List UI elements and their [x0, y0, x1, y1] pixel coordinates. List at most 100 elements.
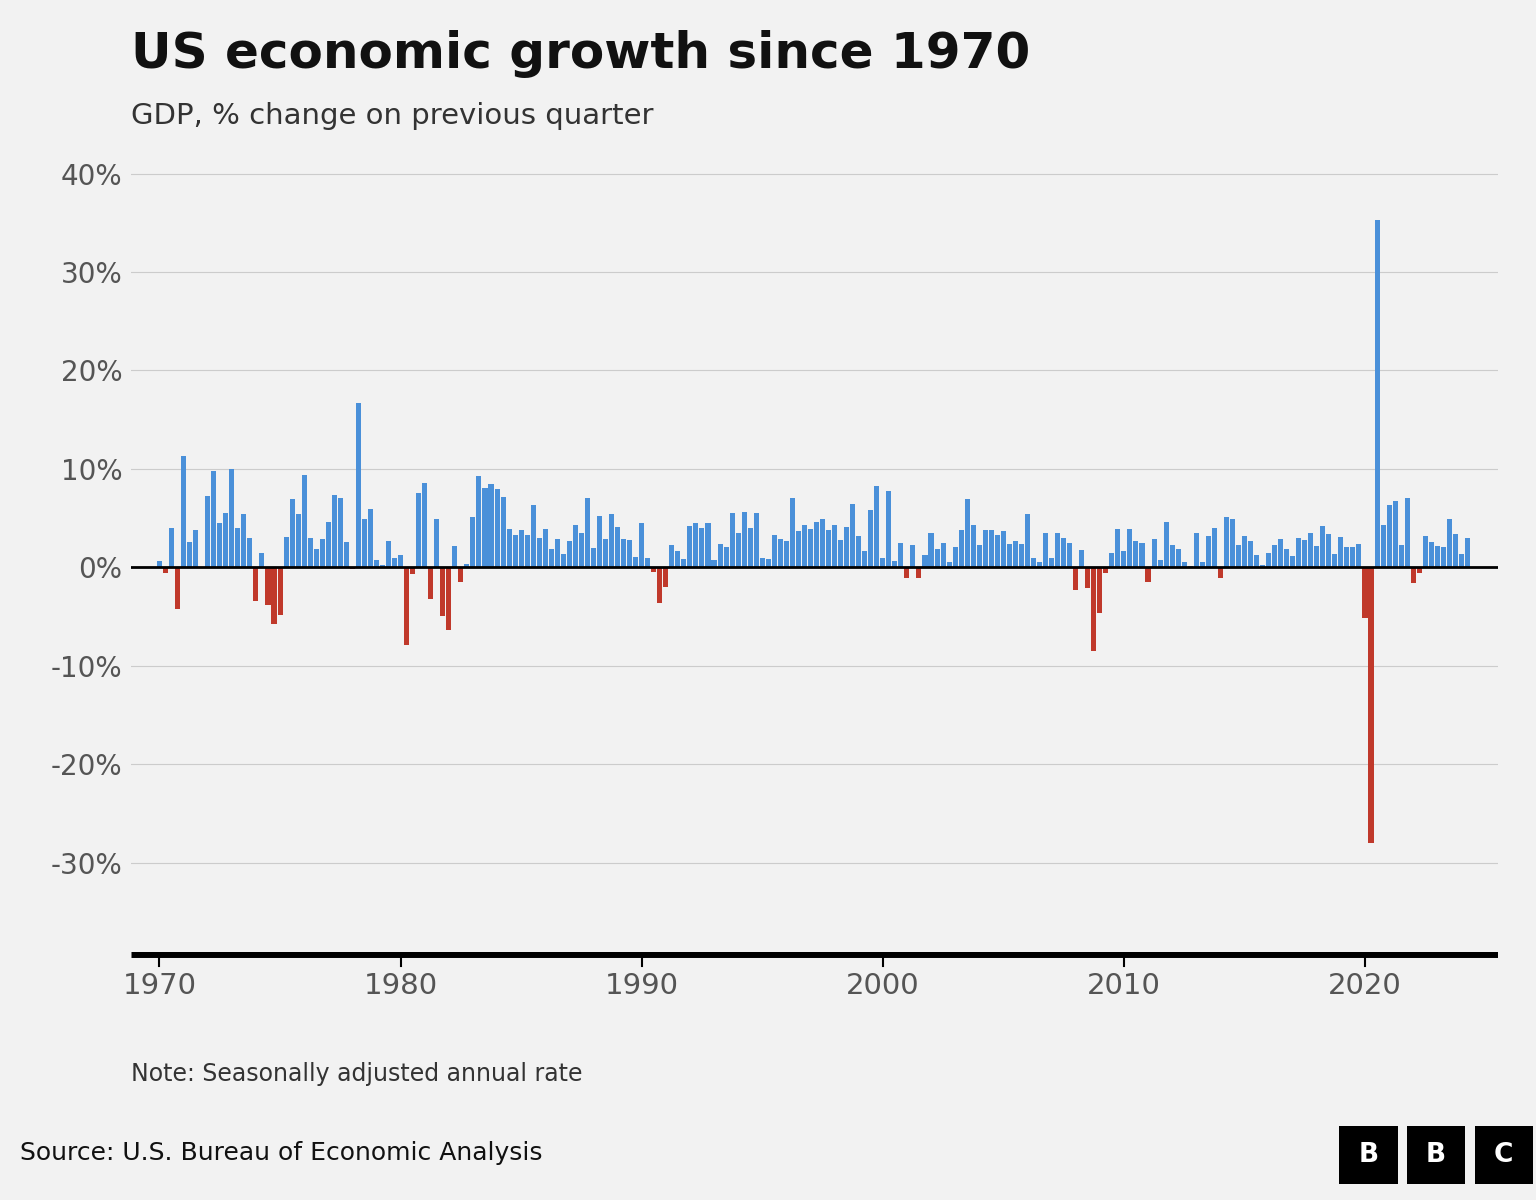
Bar: [826, 530, 831, 568]
Bar: [802, 526, 806, 568]
Bar: [1086, 568, 1091, 588]
Bar: [1344, 547, 1350, 568]
Bar: [614, 527, 621, 568]
Bar: [766, 558, 771, 568]
Bar: [1332, 553, 1338, 568]
Bar: [1290, 556, 1295, 568]
Bar: [1061, 538, 1066, 568]
Text: 1970: 1970: [123, 972, 197, 1001]
FancyBboxPatch shape: [1339, 1126, 1398, 1184]
Bar: [995, 535, 1000, 568]
Bar: [530, 505, 536, 568]
Bar: [536, 538, 542, 568]
Bar: [157, 562, 161, 568]
Bar: [814, 522, 819, 568]
Bar: [1253, 554, 1260, 568]
Bar: [416, 492, 421, 568]
Bar: [1387, 505, 1392, 568]
Bar: [542, 529, 548, 568]
Bar: [1243, 536, 1247, 568]
Bar: [187, 541, 192, 568]
Bar: [711, 560, 717, 568]
Bar: [266, 568, 270, 605]
Bar: [212, 470, 217, 568]
Bar: [554, 539, 559, 568]
Text: GDP, % change on previous quarter: GDP, % change on previous quarter: [131, 102, 653, 130]
Bar: [886, 491, 891, 568]
Bar: [495, 488, 499, 568]
Bar: [1037, 563, 1041, 568]
Bar: [808, 529, 813, 568]
Bar: [429, 568, 433, 599]
Bar: [1356, 544, 1361, 568]
Bar: [1321, 526, 1326, 568]
Bar: [1303, 540, 1307, 568]
Text: B: B: [1358, 1142, 1379, 1168]
Bar: [1404, 498, 1410, 568]
Bar: [892, 562, 897, 568]
Bar: [1103, 568, 1109, 574]
Bar: [217, 523, 223, 568]
Bar: [295, 515, 301, 568]
Bar: [1453, 534, 1458, 568]
Bar: [1043, 533, 1048, 568]
Bar: [880, 558, 885, 568]
Bar: [441, 568, 445, 616]
Bar: [1435, 546, 1439, 568]
Bar: [1381, 526, 1385, 568]
Bar: [307, 538, 313, 568]
Bar: [181, 456, 186, 568]
Bar: [958, 530, 963, 568]
Bar: [845, 527, 849, 568]
Bar: [247, 538, 252, 568]
Bar: [1459, 553, 1464, 568]
Text: US economic growth since 1970: US economic growth since 1970: [131, 30, 1029, 78]
Bar: [501, 498, 505, 568]
Bar: [934, 548, 940, 568]
Bar: [790, 498, 796, 568]
Bar: [1006, 544, 1012, 568]
Bar: [513, 535, 518, 568]
Text: 2020: 2020: [1329, 972, 1402, 1001]
Bar: [591, 547, 596, 568]
Bar: [598, 516, 602, 568]
Bar: [447, 568, 452, 630]
Bar: [1074, 568, 1078, 590]
Bar: [476, 476, 481, 568]
Bar: [1260, 565, 1266, 568]
Bar: [1284, 548, 1289, 568]
Bar: [1152, 539, 1157, 568]
Bar: [1447, 520, 1452, 568]
Text: Note: Seasonally adjusted annual rate: Note: Seasonally adjusted annual rate: [131, 1062, 582, 1086]
Bar: [1218, 568, 1223, 578]
Bar: [1206, 536, 1210, 568]
Text: 2000: 2000: [846, 972, 920, 1001]
Bar: [435, 520, 439, 568]
Bar: [1158, 559, 1163, 568]
Bar: [1181, 563, 1187, 568]
Bar: [705, 523, 711, 568]
Bar: [278, 568, 283, 614]
Bar: [1278, 539, 1283, 568]
FancyBboxPatch shape: [1407, 1126, 1465, 1184]
Bar: [1224, 517, 1229, 568]
Bar: [379, 565, 386, 568]
Bar: [344, 541, 349, 568]
Bar: [313, 548, 319, 568]
Text: C: C: [1495, 1142, 1513, 1168]
Bar: [1266, 553, 1272, 568]
Bar: [464, 564, 470, 568]
FancyBboxPatch shape: [1475, 1126, 1533, 1184]
Bar: [1212, 528, 1217, 568]
Bar: [260, 553, 264, 568]
Bar: [736, 533, 740, 568]
Bar: [917, 568, 922, 578]
Bar: [1230, 520, 1235, 568]
Bar: [1121, 551, 1126, 568]
Bar: [452, 546, 458, 568]
Bar: [796, 530, 800, 568]
Bar: [983, 530, 988, 568]
Bar: [717, 544, 722, 568]
Bar: [1399, 545, 1404, 568]
Bar: [723, 547, 728, 568]
